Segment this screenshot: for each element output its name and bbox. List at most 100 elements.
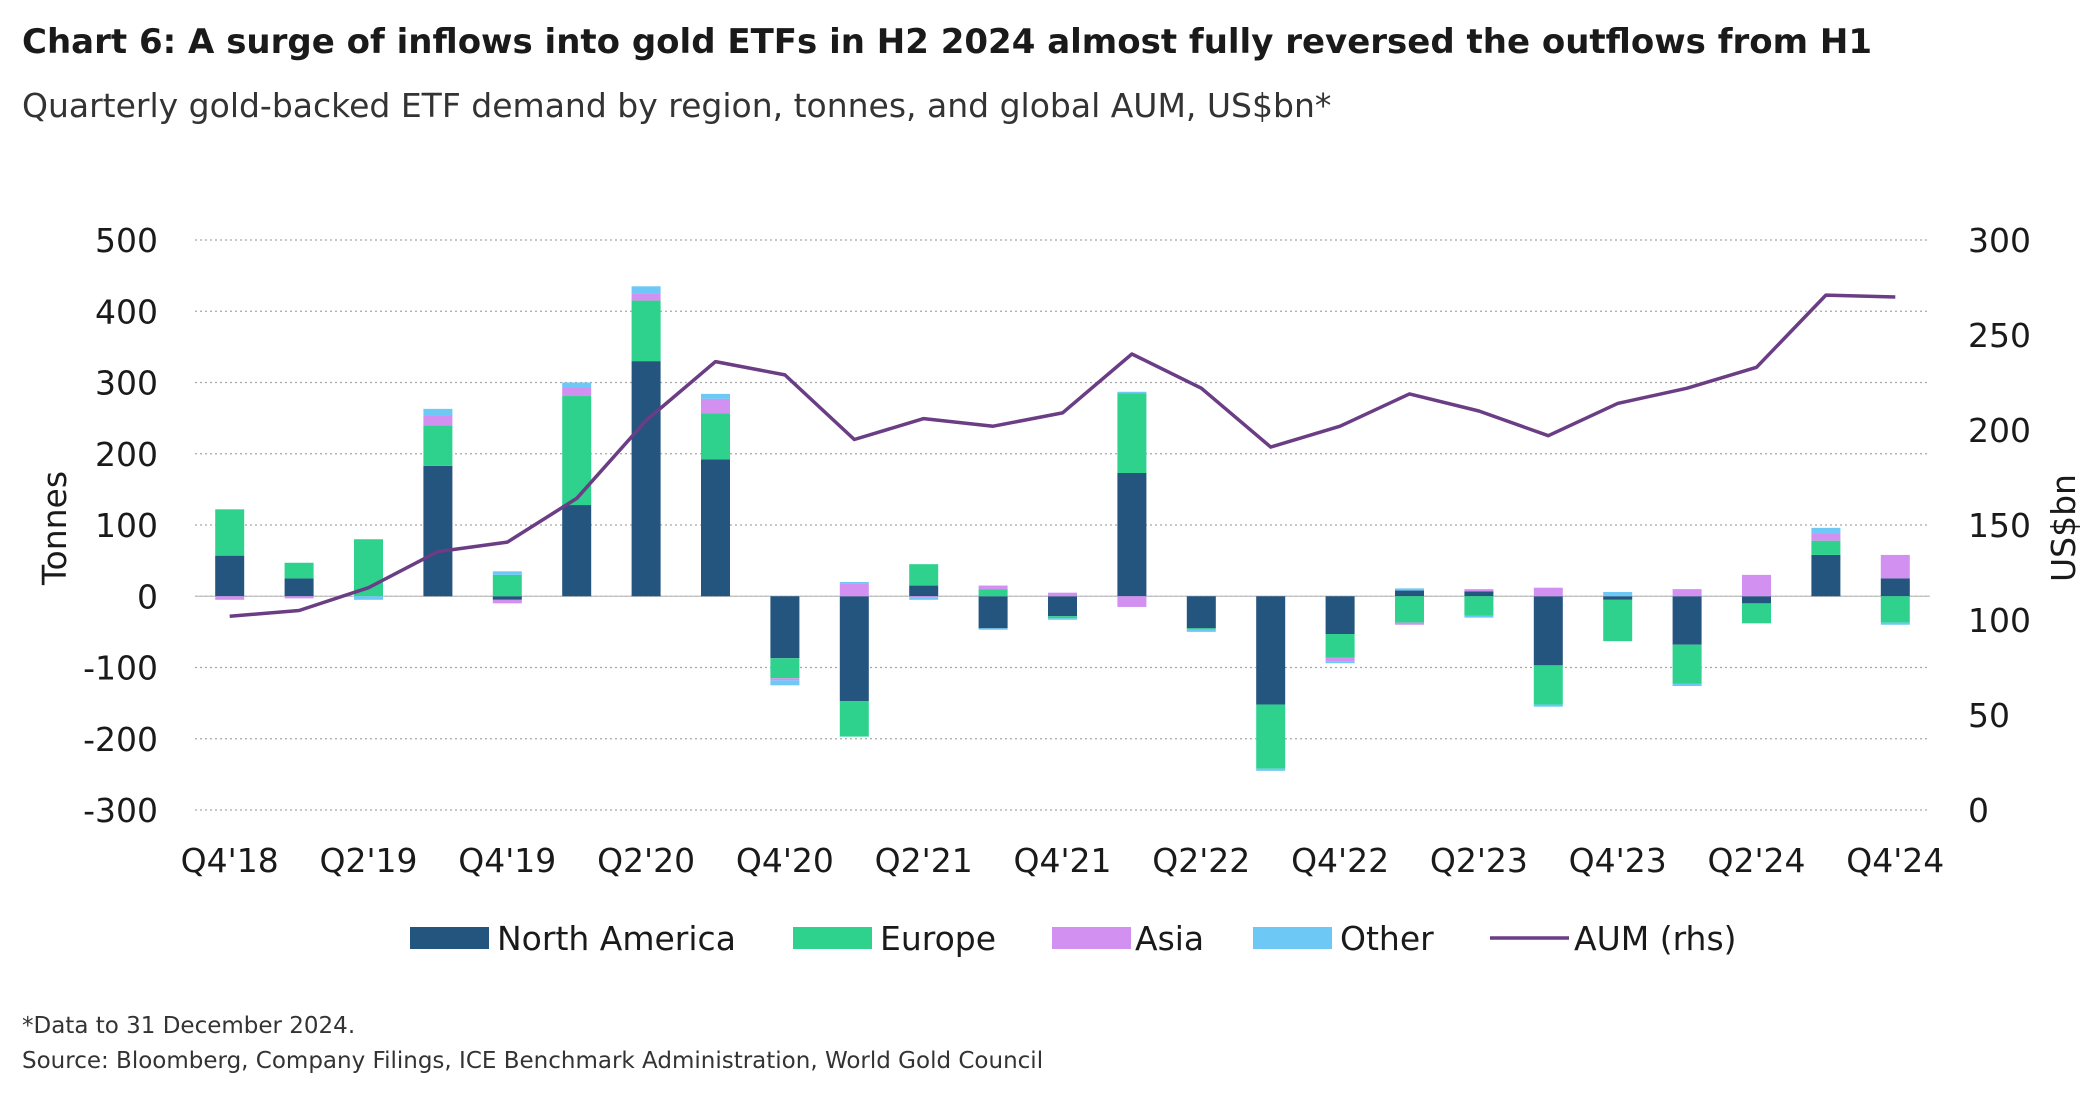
bar-asia xyxy=(1048,592,1077,597)
legend-label: North America xyxy=(497,919,736,958)
y2-tick-label: 50 xyxy=(1968,696,2010,735)
bar-north-america xyxy=(839,596,869,701)
bar-europe xyxy=(1603,599,1633,642)
bar-asia xyxy=(492,599,522,604)
bar-north-america xyxy=(1395,590,1424,597)
legend-label: AUM (rhs) xyxy=(1574,919,1737,958)
bar-other xyxy=(1533,704,1563,707)
y-tick-label: 200 xyxy=(95,435,158,474)
y-tick-label: -200 xyxy=(83,720,158,759)
legend-label: Europe xyxy=(880,919,996,958)
bar-europe xyxy=(839,700,869,737)
bar-north-america xyxy=(1186,596,1216,629)
bar-other xyxy=(1256,768,1286,771)
bar-other xyxy=(1464,615,1494,618)
bar-asia xyxy=(701,398,730,414)
bar-north-america xyxy=(631,361,661,597)
y-tick-label: 100 xyxy=(95,506,158,545)
left-axis-title: Tonnes xyxy=(35,471,74,586)
bar-europe xyxy=(492,574,522,597)
bar-asia xyxy=(1464,589,1494,592)
bar-asia xyxy=(770,678,800,681)
bar-asia xyxy=(1672,589,1702,597)
bar-other xyxy=(909,597,939,600)
x-tick-label: Q2'19 xyxy=(319,841,417,880)
bar-other xyxy=(1186,629,1216,632)
bar-north-america xyxy=(562,505,592,597)
x-tick-label: Q4'24 xyxy=(1846,841,1944,880)
gridlines xyxy=(195,239,1930,811)
y2-tick-label: 300 xyxy=(1968,221,2031,260)
bar-asia xyxy=(215,596,245,600)
bar-north-america xyxy=(284,578,314,597)
y-tick-label: -100 xyxy=(83,649,158,688)
bar-other xyxy=(1603,591,1633,597)
bar-other xyxy=(631,286,661,294)
bar-other xyxy=(839,582,869,584)
bar-europe xyxy=(701,413,730,460)
bar-other xyxy=(1117,391,1147,394)
bar-asia xyxy=(839,583,869,597)
bar-north-america xyxy=(1464,591,1494,597)
x-tick-label: Q4'18 xyxy=(181,841,279,880)
bar-asia xyxy=(1325,657,1355,662)
bar-europe xyxy=(1395,596,1424,623)
bar-asia xyxy=(631,293,661,301)
y-tick-label: 400 xyxy=(95,292,158,331)
bar-other xyxy=(1672,683,1702,687)
source-note: Source: Bloomberg, Company Filings, ICE … xyxy=(22,1048,1044,1074)
bar-other xyxy=(562,382,592,388)
bar-europe xyxy=(978,589,1008,597)
x-tick-label: Q2'23 xyxy=(1430,841,1528,880)
x-tick-label: Q4'20 xyxy=(736,841,834,880)
bar-north-america xyxy=(1672,596,1702,645)
bar-asia xyxy=(1117,596,1147,607)
legend: North America Europe Asia Other AUM (rhs) xyxy=(410,919,1737,958)
legend-swatch-europe xyxy=(793,927,872,949)
bar-north-america xyxy=(1048,596,1077,617)
bar-north-america xyxy=(423,465,453,597)
bar-europe xyxy=(1880,596,1910,623)
x-tick-label: Q4'22 xyxy=(1291,841,1389,880)
bar-asia xyxy=(909,596,939,598)
bar-other xyxy=(1048,618,1077,620)
x-tick-label: Q4'21 xyxy=(1013,841,1111,880)
bar-north-america xyxy=(1256,596,1286,705)
bar-north-america xyxy=(1811,554,1841,597)
legend-swatch-north-america xyxy=(410,927,489,949)
bar-europe xyxy=(1742,603,1771,624)
bar-europe xyxy=(423,425,453,466)
bar-europe xyxy=(1464,596,1494,616)
bar-north-america xyxy=(770,596,800,659)
bar-north-america xyxy=(492,596,522,600)
bar-north-america xyxy=(1880,578,1910,597)
bar-asia xyxy=(1811,533,1841,541)
aum-line-series xyxy=(229,293,1896,618)
bar-other xyxy=(978,628,1008,630)
bar-north-america xyxy=(1533,596,1563,666)
legend-swatch-asia xyxy=(1052,927,1131,949)
bar-europe xyxy=(1256,704,1286,769)
y-tick-label: 300 xyxy=(95,364,158,403)
bar-other xyxy=(1325,661,1355,664)
y-tick-label: -300 xyxy=(83,791,158,830)
legend-label: Asia xyxy=(1135,919,1204,958)
left-axis-ticks: 500 400 300 200 100 0 -100 -200 -300 xyxy=(83,221,158,830)
bar-north-america xyxy=(1117,472,1147,597)
bar-europe xyxy=(631,300,661,362)
y2-tick-label: 250 xyxy=(1968,316,2031,355)
legend-swatch-other xyxy=(1253,927,1332,949)
bar-europe xyxy=(215,509,245,556)
bar-other xyxy=(770,680,800,686)
x-axis-ticks: Q4'18 Q2'19 Q4'19 Q2'20 Q4'20 Q2'21 Q4'21 Q2'22… xyxy=(181,841,1945,880)
bar-other xyxy=(1880,622,1910,625)
bar-north-america xyxy=(701,459,730,597)
bar-europe xyxy=(284,562,314,579)
legend-label: Other xyxy=(1340,919,1434,958)
bar-other xyxy=(1811,527,1841,534)
right-axis-title: US$bn xyxy=(2044,474,2083,582)
x-tick-label: Q2'24 xyxy=(1707,841,1805,880)
y2-tick-label: 100 xyxy=(1968,601,2031,640)
x-tick-label: Q4'23 xyxy=(1569,841,1667,880)
